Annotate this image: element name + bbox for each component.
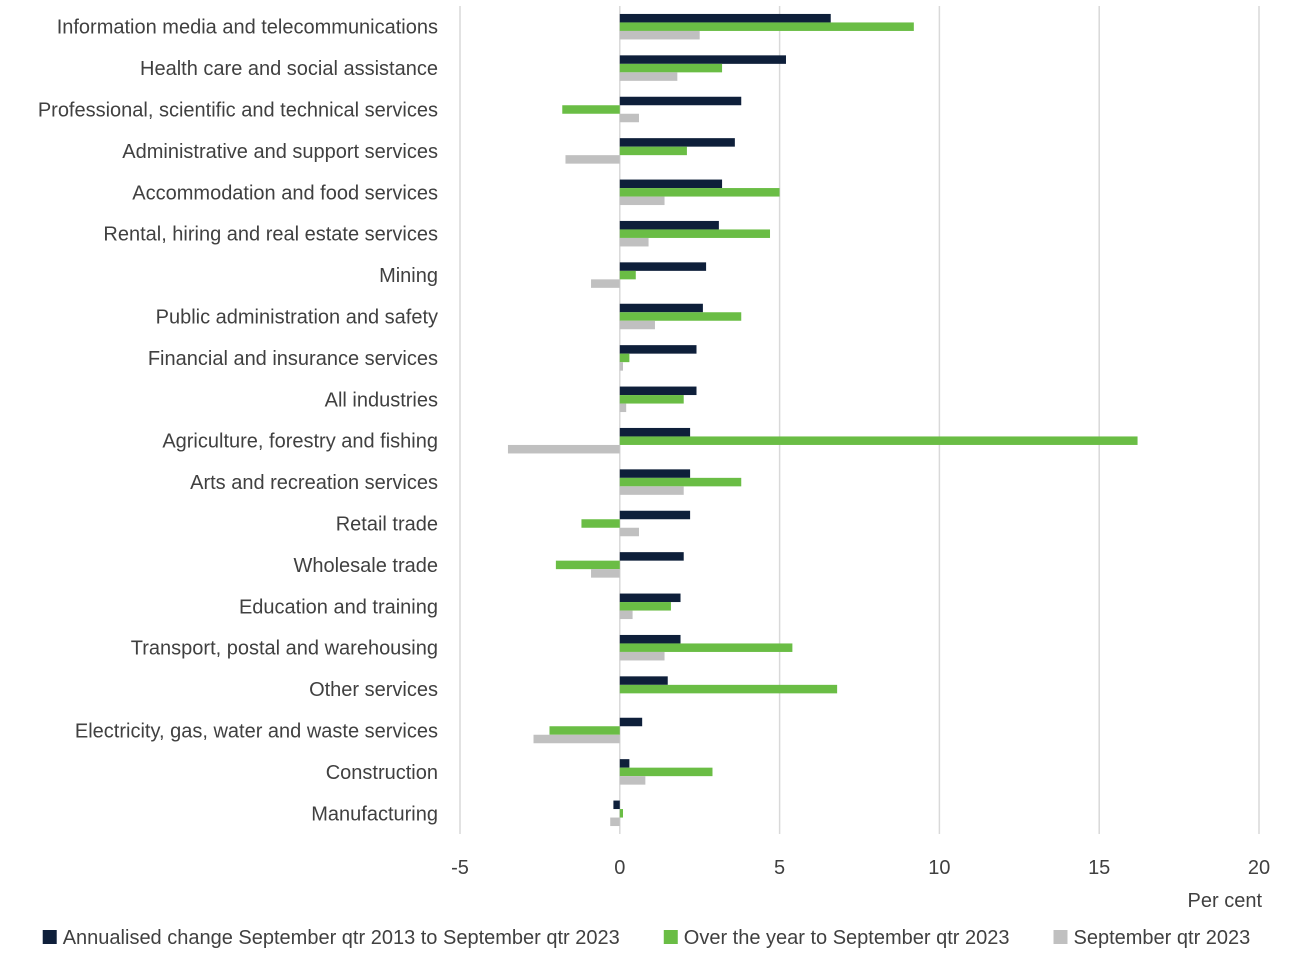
x-tick-label: 5 [774, 857, 785, 879]
bar [619, 303, 703, 313]
bar [610, 817, 620, 827]
bar [533, 734, 620, 744]
category-label: Health care and social assistance [140, 58, 438, 80]
bar [619, 477, 742, 487]
x-axis-title: Per cent [1188, 890, 1263, 912]
bar [565, 155, 620, 164]
x-tick-label: 0 [614, 857, 625, 879]
category-label: All industries [325, 389, 438, 411]
bar [619, 229, 771, 238]
category-label: Other services [309, 679, 438, 701]
category-label: Public administration and safety [156, 307, 438, 329]
bar [555, 560, 620, 570]
category-label: Manufacturing [311, 803, 438, 825]
bar [591, 569, 620, 578]
bar [619, 96, 742, 106]
category-label: Agriculture, forestry and fishing [162, 431, 438, 453]
bar [619, 220, 719, 230]
bar [619, 486, 684, 495]
bar [562, 105, 620, 114]
bar [619, 55, 786, 64]
category-label: Financial and insurance services [148, 348, 438, 370]
legend-label: Annualised change September qtr 2013 to … [63, 927, 620, 949]
gridlines [459, 6, 1260, 834]
bar [619, 436, 1138, 445]
bar [619, 113, 639, 123]
bar [619, 362, 623, 371]
bar [619, 510, 691, 520]
bar [619, 634, 681, 644]
category-label: Mining [379, 265, 438, 287]
bar [619, 138, 735, 147]
bar [613, 800, 620, 810]
bar [619, 353, 630, 363]
bar [619, 13, 831, 23]
bar [619, 22, 914, 31]
category-label: Electricity, gas, water and waste servic… [75, 721, 438, 743]
bar [619, 593, 681, 603]
bar [619, 717, 643, 727]
bar [619, 146, 687, 156]
category-label: Information media and telecommunications [57, 17, 438, 39]
bar [619, 602, 671, 611]
bar [619, 643, 793, 652]
bar [619, 237, 649, 247]
bar [619, 759, 630, 768]
legend-swatch [663, 930, 678, 944]
legend-label: Over the year to September qtr 2023 [684, 927, 1010, 949]
bar [507, 444, 620, 454]
bars [507, 13, 1138, 827]
bar [619, 610, 633, 620]
bar [619, 809, 623, 818]
category-label: Wholesale trade [293, 555, 438, 577]
bar [619, 403, 627, 413]
bar [619, 72, 678, 81]
bar [619, 427, 691, 437]
x-tick-label: 10 [928, 857, 950, 879]
category-label: Transport, postal and warehousing [131, 638, 438, 660]
bar [581, 519, 620, 528]
bar [619, 776, 646, 785]
bar [619, 386, 697, 396]
category-label: Construction [326, 762, 438, 784]
bar [619, 188, 780, 197]
bar [619, 63, 723, 73]
bar [619, 30, 700, 40]
bar [619, 469, 691, 478]
legend-label: September qtr 2023 [1074, 927, 1251, 949]
bar [619, 651, 665, 661]
bar [619, 767, 713, 777]
category-label: Rental, hiring and real estate services [103, 224, 438, 246]
bar [619, 312, 742, 321]
category-label: Retail trade [336, 514, 438, 536]
x-tick-labels: -5 0 5 10 15 20 [451, 857, 1270, 879]
legend-swatch [1053, 930, 1068, 944]
x-tick-label: 15 [1088, 857, 1110, 879]
bar [619, 676, 668, 685]
category-label: Professional, scientific and technical s… [38, 100, 438, 122]
bar [619, 552, 684, 561]
category-label: Education and training [239, 596, 438, 618]
bar [549, 726, 620, 735]
bar [619, 262, 707, 271]
legend: Annualised change September qtr 2013 to … [42, 927, 1251, 949]
category-labels: Information media and telecommunications… [38, 17, 438, 826]
category-label: Accommodation and food services [132, 182, 438, 204]
bar [591, 279, 620, 288]
x-tick-label: -5 [451, 857, 469, 879]
category-label: Arts and recreation services [190, 472, 438, 494]
bar [619, 684, 838, 694]
bar [619, 395, 684, 404]
bar [619, 196, 665, 206]
bar [619, 527, 639, 537]
bar [619, 320, 655, 330]
legend-swatch [42, 930, 57, 944]
x-tick-label: 20 [1248, 857, 1270, 879]
bar [619, 179, 723, 189]
category-label: Administrative and support services [122, 141, 438, 163]
bar [619, 345, 697, 354]
bar [619, 270, 636, 280]
